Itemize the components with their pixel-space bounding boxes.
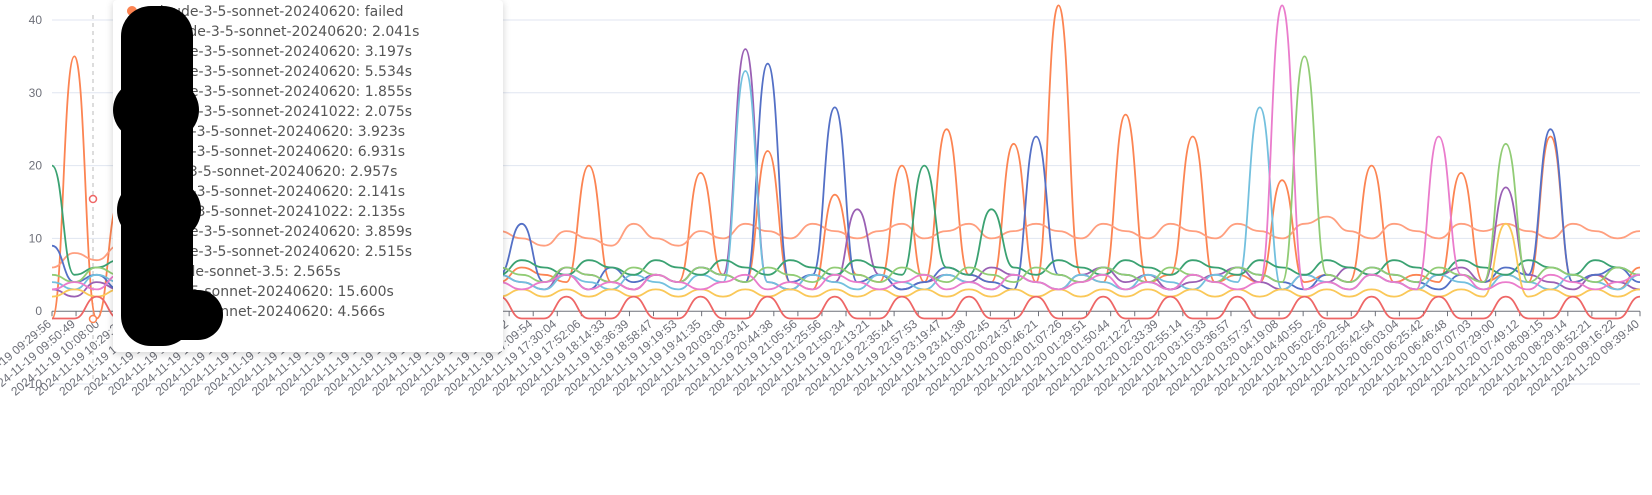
tooltip-row-text: claude-3-5-sonnet-20241022: 2.135s [145, 204, 406, 220]
tooltip-row-text: _claude-3-5-sonnet-20240620: 2.515s [145, 244, 413, 260]
hover-tooltip: _claude-3-5-sonnet-20240620: failed s_cla… [113, 0, 503, 352]
y-tick-label: 20 [29, 159, 43, 173]
tooltip-row-text: claude-3-5-sonnet-20240620: 6.931s [145, 144, 406, 160]
y-axis-ticks: -10 0 10 20 30 40 [25, 13, 43, 391]
tooltip-row-text: t_claude-sonnet-3.5: 2.565s [145, 264, 341, 280]
redaction-mark [113, 80, 199, 140]
redaction-mark [117, 180, 201, 240]
tooltip-row-text: laude-3-5-sonnet-20240620: 2.957s [145, 164, 398, 180]
tooltip-row-text: _claude-3-5-sonnet-20240620: 3.197s [145, 44, 413, 60]
y-tick-label: 0 [35, 304, 42, 318]
y-tick-label: 10 [29, 231, 43, 245]
hover-point-marker [88, 314, 98, 324]
redaction-mark [123, 290, 223, 340]
tooltip-row-text: claude-3-5-sonnet-20240620: 2.141s [145, 184, 406, 200]
tooltip-row-text: s_claude-3-5-sonnet-20240620: 2.041s [145, 24, 420, 40]
tooltip-row-text: _claude-3-5-sonnet-20240620: 1.855s [145, 84, 413, 100]
y-tick-label: 30 [29, 86, 43, 100]
tooltip-row-text: _claude-3-5-sonnet-20240620: failed [145, 4, 404, 20]
tooltip-row-text: _claude-3-5-sonnet-20240620: 3.859s [145, 224, 413, 240]
hover-point-marker [88, 194, 98, 204]
hover-markers [88, 194, 98, 324]
redaction-mark [121, 6, 193, 346]
y-tick-label: 40 [29, 13, 43, 27]
y-tick-label: -10 [25, 377, 43, 391]
tooltip-row-text: _claude-3-5-sonnet-20240620: 5.534s [145, 64, 413, 80]
tooltip-row-text: _claude-3-5-sonnet-20241022: 2.075s [145, 104, 413, 120]
tooltip-row-text: claude-3-5-sonnet-20240620: 3.923s [145, 124, 406, 140]
